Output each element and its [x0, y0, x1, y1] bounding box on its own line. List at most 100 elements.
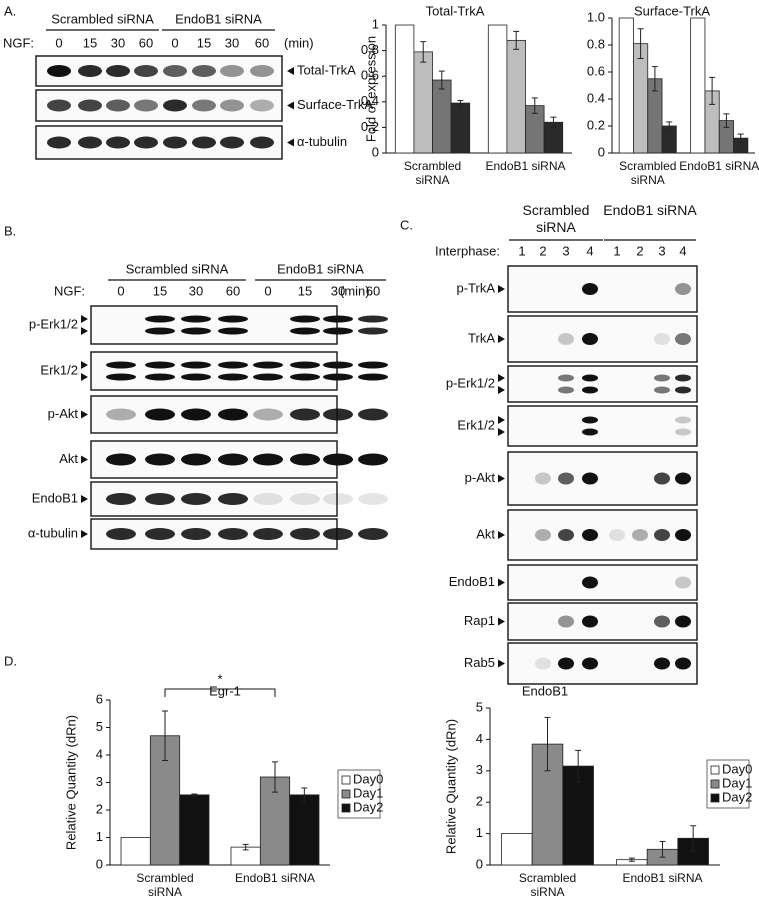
- y-tick-label: 3: [476, 762, 483, 777]
- x-tick-label: EndoB1 siRNA: [485, 159, 566, 173]
- error-bar: [242, 843, 249, 851]
- band: [675, 657, 691, 670]
- lane-label: 4: [586, 243, 593, 258]
- bar: [633, 43, 649, 154]
- lane-label: 15: [298, 283, 312, 298]
- band: [250, 136, 274, 149]
- error-bar: [575, 749, 582, 783]
- band: [145, 493, 175, 505]
- error-bar: [531, 97, 538, 114]
- arrowhead: [498, 386, 505, 394]
- band: [181, 373, 211, 381]
- error-bar: [737, 133, 744, 143]
- band: [582, 386, 598, 394]
- blot-label: EndoB1: [32, 490, 78, 505]
- blot-label: Erk1/2: [457, 417, 495, 432]
- band: [654, 657, 670, 670]
- arrowhead: [287, 101, 294, 110]
- group-label: Scrambled siRNA: [126, 261, 229, 276]
- error-bar: [628, 857, 635, 862]
- band: [675, 529, 691, 541]
- bar: [506, 39, 526, 154]
- x-tick-label-box: Scrambled siRNA: [619, 159, 676, 187]
- band: [106, 408, 136, 421]
- blot: [507, 451, 698, 506]
- band: [218, 315, 248, 323]
- error-bar: [162, 710, 168, 761]
- arrowhead: [498, 659, 505, 668]
- lane-label: 3: [562, 243, 569, 258]
- band: [78, 136, 102, 149]
- x-tick-label: Scrambled siRNA: [403, 159, 462, 187]
- lane-label: 2: [636, 243, 643, 258]
- band: [134, 99, 158, 112]
- bar: [501, 833, 533, 866]
- legend-label: Day1: [722, 775, 752, 790]
- group-label-box: Scrambled siRNA: [522, 202, 590, 235]
- band: [535, 472, 551, 485]
- group-label: Scrambled siRNA: [522, 202, 590, 235]
- lane-label: 30: [189, 283, 203, 298]
- band: [358, 493, 388, 505]
- y-tick-label: 0.8: [361, 42, 379, 57]
- arrowhead: [81, 410, 88, 419]
- band: [218, 453, 248, 466]
- lane-label: 60: [226, 283, 240, 298]
- lane-label: 1: [518, 243, 525, 258]
- y-tick-label: 0.2: [587, 117, 605, 132]
- band: [163, 136, 187, 149]
- legend-label: Day2: [722, 789, 752, 804]
- panel-label: D.: [4, 653, 17, 668]
- group-label: EndoB1 siRNA: [277, 261, 364, 276]
- band: [106, 361, 136, 369]
- blot-label: Erk1/2: [40, 362, 78, 377]
- blot-frame: [507, 365, 698, 403]
- legend-label: Day1: [353, 785, 383, 800]
- band: [323, 361, 353, 369]
- band: [145, 528, 175, 540]
- arrowhead: [498, 531, 505, 539]
- error-bar: [301, 787, 308, 803]
- band: [358, 373, 388, 381]
- legend-swatch: [341, 775, 351, 785]
- legend-label: Day0: [353, 771, 383, 786]
- blot: [35, 55, 283, 87]
- band: [220, 99, 244, 112]
- band: [218, 408, 248, 421]
- band: [134, 136, 158, 149]
- y-tick-label: 5: [96, 719, 103, 734]
- blot: [507, 602, 698, 641]
- row-label: Interphase:: [435, 243, 500, 258]
- blot: [507, 509, 698, 561]
- arrowhead: [287, 138, 294, 147]
- band: [323, 493, 353, 505]
- blot-label: Rab5: [464, 655, 495, 670]
- band: [290, 408, 320, 421]
- band: [323, 408, 353, 421]
- band: [582, 428, 598, 436]
- band: [675, 283, 691, 295]
- y-axis-label: Relative Quantity (dRn): [443, 719, 458, 854]
- bar: [562, 765, 594, 866]
- band: [106, 453, 136, 466]
- band: [47, 136, 71, 149]
- lane-label: 4: [679, 243, 686, 258]
- band: [290, 493, 320, 505]
- band: [558, 615, 574, 628]
- blot-label: α-tubulin: [297, 134, 347, 149]
- band: [290, 315, 320, 323]
- band: [582, 576, 598, 589]
- blot-frame: [90, 305, 338, 345]
- x-tick-label-box: Scrambled siRNA: [136, 871, 194, 899]
- group-label: EndoB1 siRNA: [175, 11, 262, 26]
- blot-label: EndoB1: [449, 574, 495, 589]
- arrowhead: [81, 495, 88, 503]
- band: [250, 65, 274, 77]
- x-tick-label: Scrambled siRNA: [136, 871, 194, 899]
- error-bar: [438, 70, 445, 90]
- band: [675, 374, 691, 382]
- blot: [90, 481, 388, 517]
- unit-label: (min): [340, 283, 370, 298]
- band: [218, 373, 248, 381]
- lane-label: 15: [83, 35, 97, 50]
